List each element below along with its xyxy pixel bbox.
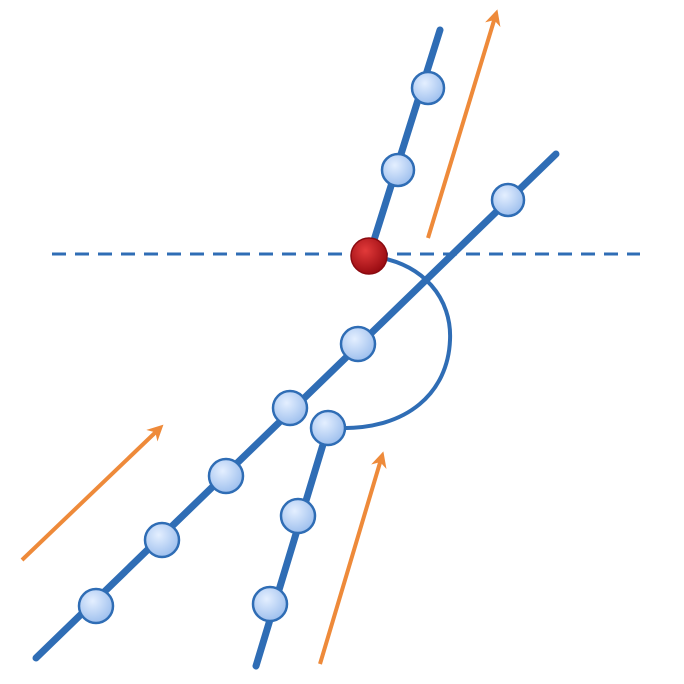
node [410, 70, 446, 106]
pivot-node [350, 237, 388, 275]
node [380, 152, 416, 188]
node [207, 457, 245, 495]
upper-branch-line [365, 26, 444, 260]
orange-arrow-left [20, 424, 164, 562]
orange-arrow-bottom [318, 451, 387, 665]
node [490, 182, 526, 218]
node [279, 497, 317, 535]
angle-arc [337, 254, 453, 431]
node [251, 585, 289, 623]
lower-branch-line [252, 424, 332, 670]
node [309, 409, 347, 447]
node [143, 521, 181, 559]
node [339, 325, 377, 363]
node [77, 587, 115, 625]
orange-arrow-top-right [426, 9, 501, 239]
node [271, 389, 309, 427]
